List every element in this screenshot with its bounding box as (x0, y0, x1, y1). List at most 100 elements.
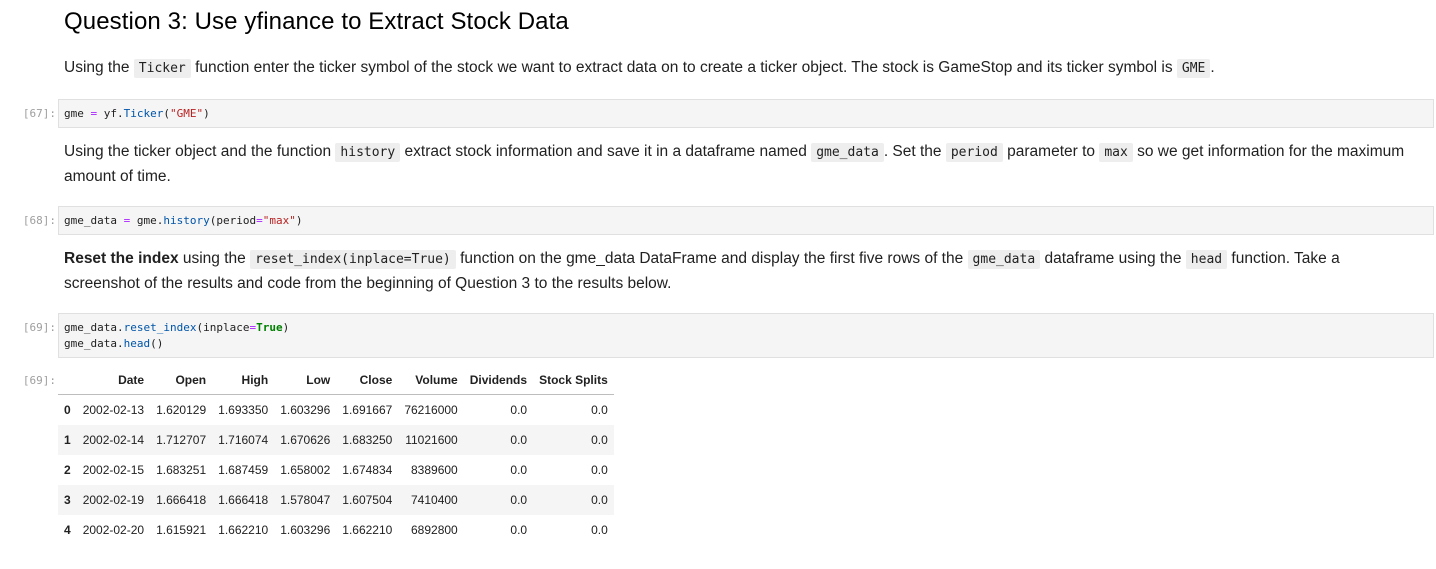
table-cell: 0.0 (510, 403, 528, 417)
text: Using the ticker object and the function (64, 143, 336, 160)
code-token: gme_data (64, 214, 117, 227)
inline-code-gme-data: gme_data (967, 250, 1041, 269)
code-token: = (83, 107, 104, 120)
inline-code-gme-data: gme_data (811, 143, 884, 162)
table-cell: 0.0 (591, 463, 608, 477)
paragraph-reset-index-instructions: Reset the index using the reset_index(in… (64, 247, 1406, 296)
table-row: 2 2002-02-15 1.683251 1.687459 1.658002 1.674… (58, 455, 614, 485)
code-cell-68[interactable]: gme_data = gme.history(period="max") (58, 206, 1434, 235)
table-cell: 1.670626 (280, 433, 331, 447)
table-cell: 1.687459 (218, 463, 269, 477)
code-token: ) (282, 321, 290, 334)
table-row: 3 2002-02-19 1.666418 1.666418 1.578047 1.607… (58, 485, 614, 515)
code-token: gme (136, 214, 157, 227)
code-token: reset_index (123, 321, 197, 334)
code-token: history (163, 214, 210, 227)
table-row: 1 2002-02-14 1.712707 1.716074 1.670626 1.683… (58, 425, 614, 455)
table-cell: 0.0 (591, 523, 608, 537)
table-cell: 0.0 (510, 463, 528, 477)
code-token: = (256, 214, 263, 227)
inline-code-head: head (1185, 250, 1228, 269)
code-token: () (150, 337, 164, 350)
code-token: . (156, 214, 164, 227)
code-cell-69[interactable]: gme_data.reset_index(inplace=True) gme_d… (58, 313, 1434, 358)
row-index: 1 (64, 433, 71, 447)
markdown-cell-reset-index[interactable]: Reset the index using the reset_index(in… (64, 247, 1406, 296)
code-token: ) (295, 214, 303, 227)
markdown-cell-history[interactable]: Using the ticker object and the function… (64, 140, 1406, 189)
table-cell: 2002-02-13 (82, 403, 145, 417)
code-token: . (116, 337, 124, 350)
code-token: Ticker (123, 107, 164, 120)
code-token: inplace (203, 321, 250, 334)
table-cell: 1.662210 (342, 523, 393, 537)
table-cell: 1.691667 (342, 403, 393, 417)
code-token: True (256, 321, 283, 334)
code-token: head (123, 337, 151, 350)
table-cell: 1.607504 (342, 493, 393, 507)
table-cell: 0.0 (591, 493, 608, 507)
code-token: gme_data (64, 337, 117, 350)
column-header-open: Open (150, 366, 213, 395)
table-cell: 1.620129 (156, 403, 207, 417)
column-header-close: Close (336, 366, 399, 395)
code-token: = (249, 321, 257, 334)
column-header-dividends: Dividends (463, 366, 534, 395)
code-token: ( (196, 321, 204, 334)
code-token: gme (64, 107, 84, 120)
table-cell: 76216000 (404, 403, 458, 417)
text: . Set the (883, 143, 946, 160)
table-cell: 0.0 (591, 433, 608, 447)
text: parameter to (1002, 143, 1100, 160)
table-row: 4 2002-02-20 1.615921 1.662210 1.603296 1.662… (58, 515, 614, 545)
table-cell: 1.693350 (218, 403, 269, 417)
row-index: 2 (64, 463, 71, 477)
text: Using the (64, 59, 134, 76)
input-prompt-67: [67]: (22, 107, 56, 120)
table-cell: 7410400 (411, 493, 458, 507)
table-cell: 1.662210 (218, 523, 269, 537)
column-header-index (58, 366, 77, 395)
table-cell: 0.0 (510, 493, 528, 507)
row-index: 3 (64, 493, 71, 507)
text: . (1210, 59, 1215, 76)
table-cell: 2002-02-19 (82, 493, 145, 507)
table-cell: 8389600 (411, 463, 458, 477)
column-header-high: High (212, 366, 275, 395)
text: using the (178, 250, 251, 267)
table-cell: 1.716074 (218, 433, 269, 447)
row-index: 0 (64, 403, 71, 417)
output-prompt-69: [69]: (22, 374, 56, 387)
input-prompt-69: [69]: (22, 321, 56, 334)
table-cell: 1.658002 (280, 463, 331, 477)
table-header-row: Date Open High Low Close Volume Dividend… (58, 366, 614, 395)
code-token: . (116, 321, 124, 334)
code-token: ( (163, 107, 170, 120)
table-cell: 11021600 (405, 433, 458, 447)
table-cell: 1.603296 (280, 523, 331, 537)
text: function on the gme_data DataFrame and d… (455, 250, 968, 267)
bold-text: Reset the index (64, 250, 179, 267)
inline-code-history: history (335, 143, 401, 162)
input-prompt-68: [68]: (22, 214, 56, 227)
inline-code-max: max (1099, 143, 1133, 162)
table-row: 0 2002-02-13 1.620129 1.693350 1.603296 1.691… (58, 394, 614, 425)
inline-code-gme: GME (1176, 59, 1211, 78)
text: so we get information for the maximum am… (64, 143, 1405, 185)
code-cell-67[interactable]: gme = yf.Ticker("GME") (58, 99, 1434, 128)
table-cell: 0.0 (591, 403, 608, 417)
code-token: ) (203, 107, 210, 120)
table-cell: 0.0 (510, 523, 528, 537)
inline-code-reset-index: reset_index(inplace=True) (250, 250, 456, 269)
text: extract stock information and save it in… (400, 143, 812, 160)
code-token: yf (103, 107, 117, 120)
row-index: 4 (64, 523, 71, 537)
table-cell: 6892800 (411, 523, 458, 537)
table-cell: 1.578047 (280, 493, 331, 507)
markdown-cell-ticker[interactable]: Using the Ticker function enter the tick… (64, 56, 1406, 81)
column-header-date: Date (76, 366, 151, 395)
code-token: . (117, 107, 124, 120)
paragraph-history-instructions: Using the ticker object and the function… (64, 140, 1406, 189)
table-cell: 2002-02-15 (82, 463, 145, 477)
